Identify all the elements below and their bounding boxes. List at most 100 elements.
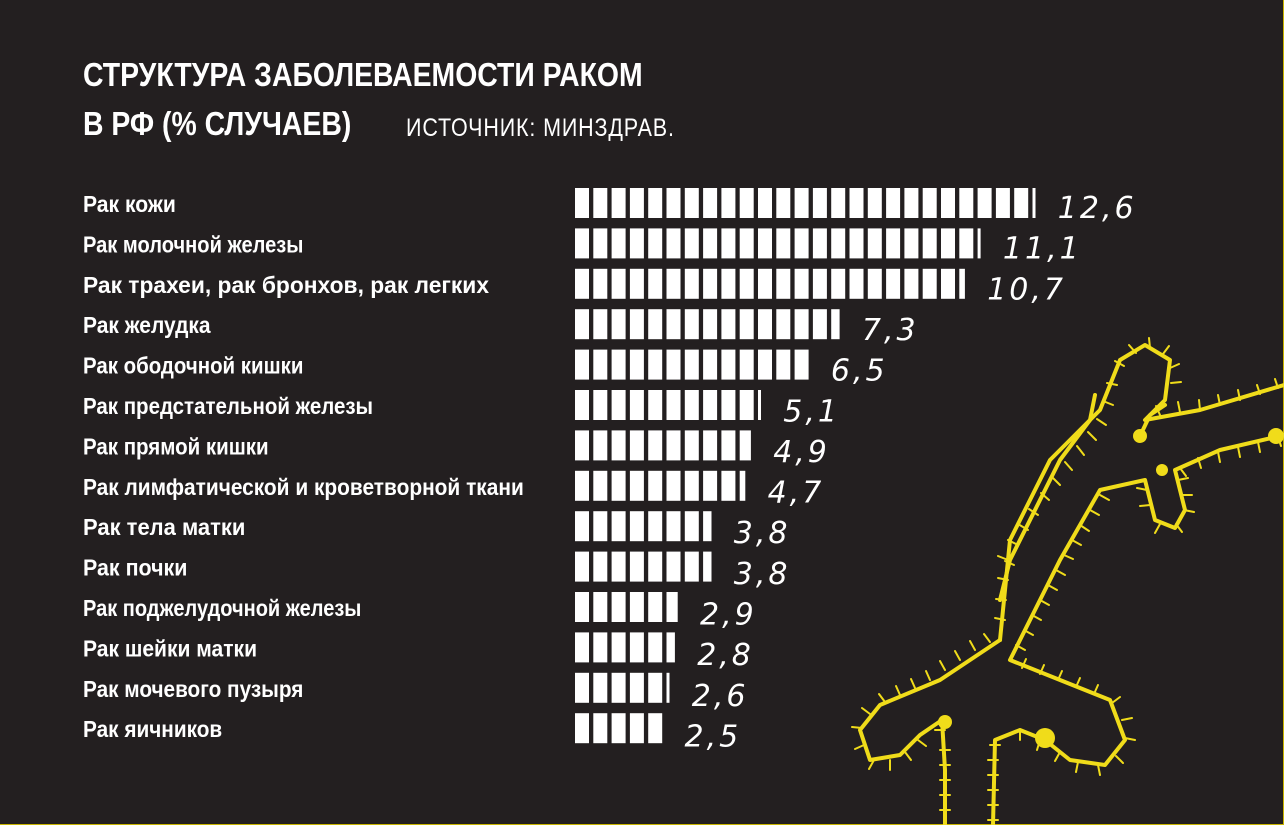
bar-segment [611,349,626,380]
bar-segment [776,268,791,299]
chart-source: ИСТОЧНИК: МИНЗДРАВ. [406,114,675,142]
bar-segment [666,511,681,542]
bar-segment-partial [703,511,712,542]
bar [575,268,965,299]
bar-segment [812,228,827,259]
bar-segment [721,268,736,299]
bar-segment [575,349,589,380]
bar-segment [739,349,754,380]
category-label: Рак ободочной кишки [83,353,303,379]
value-label: 4,7 [768,476,825,511]
bar-segment [703,390,718,420]
bar-segment [794,188,809,218]
bar-segment [575,228,589,259]
bar-segment [666,551,681,582]
bar-segment [794,268,809,299]
bar-segment [684,309,699,340]
bar-segment [575,470,589,501]
bar-segment [849,268,864,299]
bar-segment [812,309,827,340]
bar-segment [666,390,681,420]
bar-segment [684,511,699,542]
bar-segment [648,309,663,340]
bar-segment [593,713,608,744]
crime-scene-body-outline-icon [851,337,1284,825]
value-label: 2,9 [700,598,757,633]
bar [575,390,761,420]
bar-segment [611,713,626,744]
bar-segment [666,188,681,218]
bar-segment-partial [977,228,981,259]
bar-segment [629,188,644,218]
bar-segment [593,430,608,461]
bar-segment [721,188,736,218]
bar-segment [611,268,626,299]
bar-segment [593,632,608,663]
bar-segment [703,309,718,340]
bar-segment [904,268,919,299]
bar-segment [995,188,1010,218]
bar-segment [941,188,955,218]
bar-segment [575,309,589,340]
bar-segment-partial [739,470,746,501]
bar [575,309,840,340]
bar-segment [629,632,644,663]
bar [575,188,1036,218]
bar-segment [721,349,736,380]
bar-segment [648,430,663,461]
bar-segment [776,309,791,340]
bar [575,430,751,461]
category-label: Рак кожи [83,191,176,217]
bar-segment [867,188,882,218]
bar-segment [629,470,644,501]
bar [575,349,809,380]
category-label: Рак молочной железы [83,231,303,257]
bar-segment [575,551,589,582]
category-label: Рак яичников [83,716,222,742]
bar-segment [684,430,699,461]
bar-segment [648,713,663,744]
bar-segment [575,672,589,703]
bar-segment [959,228,974,259]
bar-segment [648,188,663,218]
bar-segment [629,430,644,461]
bar-segment [758,268,772,299]
bar-segment [629,672,644,703]
bar-segment [703,228,718,259]
bar-segment [721,390,736,420]
bar [575,713,663,744]
bar-segment [611,470,626,501]
bar-segment [575,390,589,420]
bar-segment [629,228,644,259]
bar-segment [593,551,608,582]
bar-segment [629,349,644,380]
bar-segment [739,268,754,299]
bar-segment [648,511,663,542]
category-label: Рак предстательной железы [83,393,373,419]
value-label: 3,8 [734,557,791,592]
bar-segment [593,592,608,622]
bar-segment [684,268,699,299]
category-label: Рак трахеи, рак бронхов, рак легких [83,272,489,298]
bar-segment [593,309,608,340]
category-label: Рак желудка [83,312,211,338]
bar-segment [575,713,589,744]
bar [575,228,981,259]
bar-segment [611,592,626,622]
bar-segment [812,268,827,299]
value-labels-group: 12,6 11,1 10,7 7,3 6,5 5,1 4,9 4,7 3,8 3,8 2,9 2,8 2… [685,191,1137,754]
bar-segment [611,390,626,420]
value-label: 10,7 [987,272,1066,307]
bar-segment [684,390,699,420]
bar-segment [629,268,644,299]
value-label: 2,6 [692,679,749,714]
bar-segment [794,349,809,380]
value-label: 12,6 [1058,191,1137,226]
bar-segment [666,228,681,259]
bar-segment [629,511,644,542]
bar-segment [886,228,901,259]
bar-segment-partial [959,268,965,299]
bar-segment [721,470,736,501]
category-label: Рак почки [83,555,187,581]
